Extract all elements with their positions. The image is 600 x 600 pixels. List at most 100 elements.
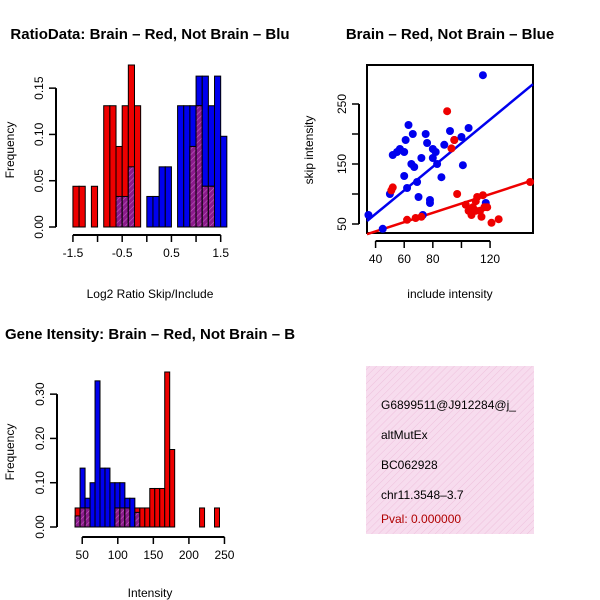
scatter-points <box>364 71 535 233</box>
ratio-histogram-bars <box>72 64 228 228</box>
x-tick-label: 200 <box>179 548 199 562</box>
brain-bar <box>169 449 176 528</box>
overlap-bar <box>74 515 81 528</box>
not-brain-bar <box>94 380 101 528</box>
y-tick-label: 0.20 <box>33 426 47 450</box>
brain-bar <box>149 487 156 528</box>
brain-fit-line <box>366 179 534 236</box>
not-brain-point <box>433 160 442 168</box>
intensity-scatter: Brain – Red, Not Brain – Blue 40 60 80 120 5… <box>302 26 554 301</box>
y-tick-label: 0.30 <box>33 382 47 406</box>
not-brain-point <box>364 211 373 219</box>
x-tick-label: 120 <box>480 252 500 266</box>
not-brain-point <box>417 154 426 162</box>
y-tick-label: 0.10 <box>33 471 47 495</box>
x-tick-label: 60 <box>398 252 412 266</box>
not-brain-bar <box>89 482 96 528</box>
overlap-bar <box>114 507 121 528</box>
ratio-histogram-xlabel: Log2 Ratio Skip/Include <box>87 287 214 301</box>
info-pval: Pval: 0.000000 <box>381 512 461 526</box>
overlap-bar <box>189 145 197 228</box>
intensity-histogram-xlabel: Intensity <box>128 586 173 600</box>
info-location: chr11.3548–3.7 <box>381 488 464 502</box>
info-panel-background <box>366 366 534 534</box>
brain-point <box>443 107 452 116</box>
overlap-bar <box>134 511 141 528</box>
intensity-histogram-ylabel: Frequency <box>3 424 17 481</box>
not-brain-point <box>458 161 467 170</box>
not-brain-point <box>457 133 466 141</box>
brain-bar <box>133 105 142 228</box>
not-brain-point <box>404 121 413 129</box>
not-brain-point <box>446 127 454 135</box>
overlap-bar <box>119 507 126 528</box>
overlap-bar <box>84 507 91 528</box>
not-brain-bar <box>99 467 106 528</box>
x-tick-label: -1.5 <box>63 246 84 260</box>
not-brain-point <box>403 184 412 192</box>
brain-point <box>526 178 535 186</box>
info-accession: BC062928 <box>381 458 438 472</box>
not-brain-point <box>425 196 434 204</box>
brain-point <box>483 203 492 212</box>
not-brain-bar <box>146 195 154 228</box>
brain-point <box>487 218 496 227</box>
ratio-histogram-title: RatioData: Brain – Red, Not Brain – Blu <box>10 26 289 43</box>
brain-point <box>450 136 459 144</box>
scatter-ylabel: skip intensity <box>302 116 316 185</box>
not-brain-bar <box>104 467 111 528</box>
not-brain-point <box>408 130 417 138</box>
x-tick-label: 50 <box>76 548 90 562</box>
brain-point <box>388 183 397 192</box>
overlap-bar <box>195 105 203 228</box>
not-brain-bar <box>109 482 116 528</box>
brain-bar <box>199 507 206 528</box>
intensity-histogram-axes: 50 100 150 200 250 0.00 0.10 0.20 0.30 <box>33 382 235 562</box>
y-tick-label: 0.00 <box>33 515 47 539</box>
brain-point <box>447 144 456 153</box>
brain-bar <box>154 487 161 528</box>
info-panel: G6899511@J912284@j_ altMutEx BC062928 ch… <box>366 366 534 534</box>
not-brain-point <box>400 172 409 180</box>
y-tick-label: 150 <box>335 154 349 174</box>
brain-point <box>478 191 487 200</box>
brain-bar <box>72 185 80 228</box>
brain-bar <box>214 507 220 528</box>
y-tick-label: 0.00 <box>32 215 46 239</box>
brain-bar <box>78 185 86 228</box>
overlap-bar <box>207 185 216 228</box>
y-tick-label: 0.05 <box>32 169 46 193</box>
intensity-histogram-bars <box>74 371 220 528</box>
scatter-fit-lines <box>366 83 534 236</box>
scatter-axes: 40 60 80 120 50 150 250 <box>335 94 500 266</box>
not-brain-point <box>378 224 387 233</box>
x-tick-label: 1.5 <box>212 246 229 260</box>
brain-bar <box>90 185 99 228</box>
brain-bar <box>159 487 166 528</box>
not-brain-point <box>440 140 449 149</box>
intensity-histogram: Gene Itensity: Brain – Red, Not Brain – … <box>3 326 295 600</box>
x-tick-label: 0.5 <box>163 246 180 260</box>
brain-point <box>417 212 426 221</box>
brain-bar <box>144 507 151 528</box>
not-brain-point <box>401 136 410 144</box>
not-brain-bar <box>177 105 185 228</box>
not-brain-point <box>421 130 430 138</box>
not-brain-point <box>414 193 423 201</box>
x-tick-label: 100 <box>108 548 128 562</box>
overlap-bar <box>201 185 209 228</box>
brain-point <box>494 215 503 224</box>
x-tick-label: 40 <box>369 252 383 266</box>
not-brain-bar <box>220 135 228 228</box>
not-brain-point <box>431 148 440 156</box>
not-brain-bar <box>164 166 172 228</box>
not-brain-bar <box>152 195 160 228</box>
overlap-bar <box>115 195 123 228</box>
overlap-bar <box>121 195 129 228</box>
not-brain-point <box>400 148 409 156</box>
brain-point <box>403 215 412 224</box>
brain-point <box>453 190 462 198</box>
ratio-histogram-ylabel: Frequency <box>3 122 17 179</box>
info-event-type: altMutEx <box>381 428 428 442</box>
